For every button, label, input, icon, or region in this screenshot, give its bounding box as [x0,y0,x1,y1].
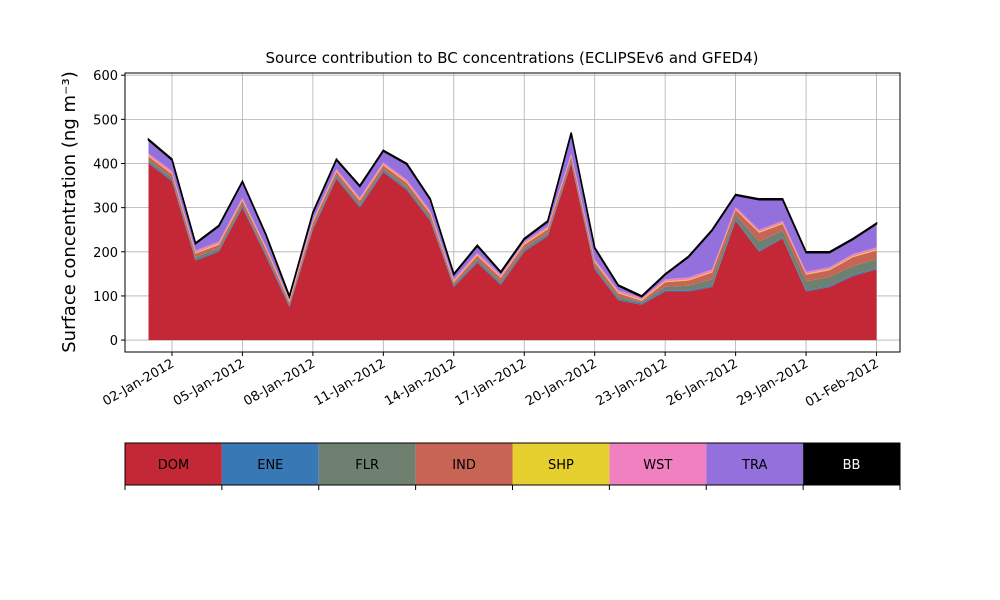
x-tick-label: 26-Jan-2012 [664,356,741,409]
x-tick-label: 11-Jan-2012 [312,356,389,409]
x-tick-label: 23-Jan-2012 [594,356,671,409]
legend-swatch [512,443,610,485]
legend-label: TRA [741,458,767,473]
y-tick-label: 400 [93,157,118,172]
legend-label: SHP [548,458,574,473]
x-tick-label: 05-Jan-2012 [171,356,248,409]
legend-label: BB [843,458,861,473]
y-tick-label: 0 [110,334,118,349]
legend-label: FLR [355,458,379,473]
legend-swatch [803,443,900,485]
legend-label: IND [452,458,476,473]
area [148,160,877,306]
chart-title: Source contribution to BC concentrations… [265,49,758,67]
legend-swatch [415,443,513,485]
legend-frame [124,442,901,486]
legend-swatch [221,443,319,485]
x-tick-label: 20-Jan-2012 [523,356,600,409]
x-tick-label: 17-Jan-2012 [453,356,530,409]
y-tick-label: 300 [93,202,118,217]
legend-swatch [318,443,416,485]
plot-frame [124,72,901,353]
legend-swatch [706,443,804,485]
y-axis-label: Surface concentration (ng m⁻³) [59,71,80,353]
area [148,163,877,341]
legend-label: DOM [158,458,189,473]
area [147,132,878,300]
x-tick-label: 02-Jan-2012 [100,356,177,409]
legend-label: ENE [257,458,283,473]
legend-swatch [125,443,222,485]
y-tick-label: 200 [93,246,118,261]
y-tick-label: 500 [93,113,118,128]
legend-label: WST [643,458,672,473]
x-tick-label: 14-Jan-2012 [382,356,459,409]
x-tick-label: 29-Jan-2012 [734,356,811,409]
x-tick-label: 08-Jan-2012 [241,356,318,409]
legend-swatch [609,443,707,485]
y-tick-label: 600 [93,69,118,84]
x-tick-label: 01-Feb-2012 [803,356,882,410]
y-tick-label: 100 [93,290,118,305]
